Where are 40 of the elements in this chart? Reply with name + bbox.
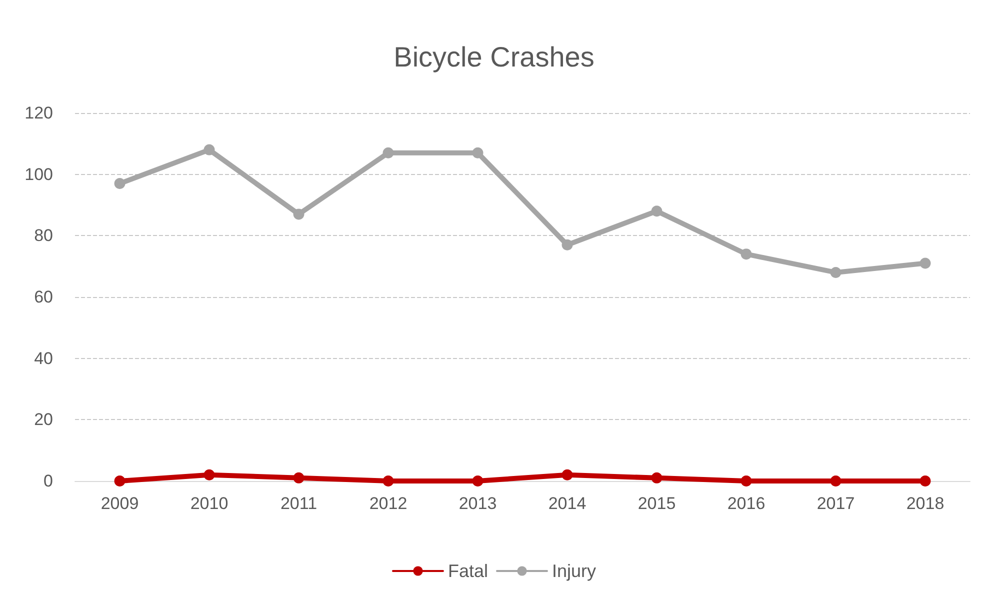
point: [651, 472, 662, 484]
point: [293, 208, 304, 220]
y-tick-label: 20: [34, 410, 53, 430]
point: [472, 147, 484, 158]
point: [114, 178, 126, 190]
y-tick-label: 40: [34, 348, 53, 368]
point: [651, 206, 662, 217]
x-tick-label: 2018: [906, 494, 944, 513]
point: [382, 147, 394, 158]
legend-label: Injury: [552, 561, 596, 581]
y-tick-label: 80: [34, 226, 53, 246]
point: [740, 248, 752, 260]
x-tick-label: 2015: [638, 494, 676, 513]
x-tick-label: 2016: [727, 494, 766, 513]
point: [382, 476, 394, 486]
point: [293, 472, 304, 484]
point: [562, 469, 573, 480]
x-tick-label: 2011: [280, 494, 318, 513]
y-tick-label: 60: [34, 288, 53, 306]
point: [830, 476, 842, 486]
point: [830, 266, 842, 278]
point: [740, 476, 752, 486]
point: [920, 476, 931, 486]
point: [562, 239, 573, 250]
point: [114, 476, 126, 486]
y-tick-label: 120: [24, 104, 53, 122]
point: [472, 476, 484, 486]
x-tick-label: 2017: [816, 494, 855, 513]
x-tick-label: 2013: [458, 494, 497, 513]
y-tick-label: 0: [44, 472, 53, 490]
x-tick-label: 2012: [369, 494, 408, 513]
chart-title: Bicycle Crashes: [394, 42, 594, 72]
x-tick-label: 2009: [100, 494, 139, 513]
point: [920, 258, 931, 269]
x-tick-label: 2014: [548, 494, 586, 513]
point: [204, 144, 215, 156]
point: [204, 469, 215, 480]
x-tick-label: 2010: [190, 494, 228, 513]
y-tick-label: 100: [24, 164, 53, 184]
legend-label: Fatal: [448, 561, 488, 581]
